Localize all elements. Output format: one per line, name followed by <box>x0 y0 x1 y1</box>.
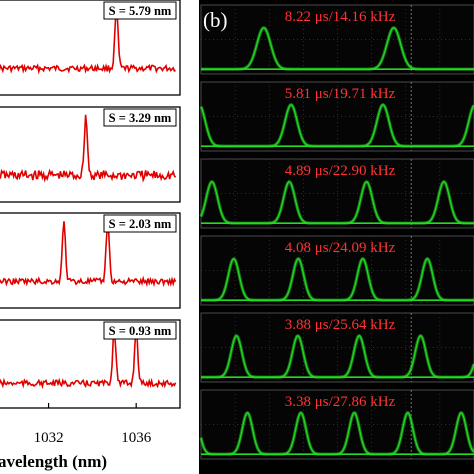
spectrum-subplot: S = 0.93 nm <box>0 319 181 409</box>
trace-period-frequency-label: 4.08 μs/24.09 kHz <box>285 240 396 256</box>
trace-frame: 4.89 μs/22.90 kHz <box>199 158 474 229</box>
spacing-annotation: S = 3.29 nm <box>103 108 177 127</box>
annotation-label: S = 2.03 nm <box>109 217 172 231</box>
trace-period-frequency-label: 4.89 μs/22.90 kHz <box>285 163 396 179</box>
spectrum-line <box>0 221 177 288</box>
trace-period-frequency-label: 5.81 μs/19.71 kHz <box>285 86 396 102</box>
trace-frame: 4.08 μs/24.09 kHz <box>200 235 474 306</box>
trace-frame: 3.38 μs/27.86 kHz <box>199 389 474 460</box>
annotation-box <box>103 321 177 340</box>
spectrum-subplot: S = 3.29 nm <box>0 106 181 203</box>
spacing-annotation: S = 0.93 nm <box>103 321 177 340</box>
x-tick-label-1036: 1036 <box>121 430 152 446</box>
panel-a-axis: 1032 1036 avelength (nm) <box>0 430 152 471</box>
annotation-label: S = 3.29 nm <box>109 111 172 125</box>
trace-period-frequency-label: 3.38 μs/27.86 kHz <box>285 394 396 410</box>
spectra-panel-a: S = 5.79 nm S = 3.29 nm S = 2.03 nm S = 0.9… <box>0 0 181 409</box>
spacing-annotation: S = 2.03 nm <box>103 214 177 233</box>
trace-period-frequency-label: 8.22 μs/14.16 kHz <box>285 9 396 25</box>
trace-frame: 8.22 μs/14.16 kHz <box>200 4 474 75</box>
spectrum-line <box>0 7 176 75</box>
annotation-label: S = 0.93 nm <box>109 324 172 338</box>
oscilloscope-panel-b: 8.22 μs/14.16 kHz 5.81 μs/19.71 kHz 4.89 μ… <box>199 0 474 474</box>
spectrum-subplot: S = 5.79 nm <box>0 0 181 96</box>
spectrum-line <box>0 114 177 183</box>
x-tick-label-1032: 1032 <box>34 430 64 446</box>
panel-b-label: (b) <box>203 8 228 32</box>
spectrum-line <box>0 328 177 390</box>
annotation-box <box>103 1 177 20</box>
trace-frame: 5.81 μs/19.71 kHz <box>199 81 474 152</box>
x-axis-label: avelength (nm) <box>0 452 107 471</box>
trace-frame: 3.88 μs/25.64 kHz <box>200 312 474 383</box>
spectrum-subplot: S = 2.03 nm <box>0 212 181 309</box>
annotation-box <box>103 108 177 127</box>
spacing-annotation: S = 5.79 nm <box>103 1 177 20</box>
annotation-box <box>103 214 177 233</box>
trace-period-frequency-label: 3.88 μs/25.64 kHz <box>285 317 396 333</box>
annotation-label: S = 5.79 nm <box>109 4 172 18</box>
